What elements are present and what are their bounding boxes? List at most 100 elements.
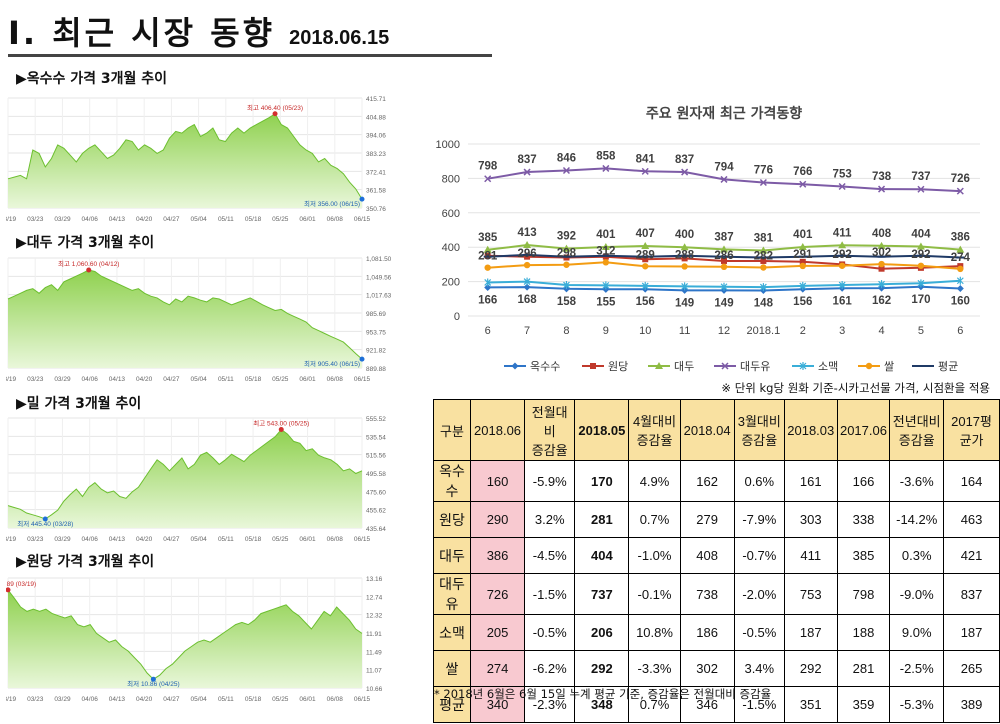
x-tick-label: 03/23 (27, 216, 44, 223)
data-label: 837 (517, 154, 536, 166)
data-point (680, 243, 689, 251)
x-tick-label: 06/08 (327, 536, 344, 543)
data-point (759, 283, 767, 292)
table-cell: 292 (783, 650, 838, 687)
y-tick-label: 372.41 (366, 169, 386, 176)
data-label: 798 (478, 161, 498, 173)
price-area (8, 270, 362, 368)
data-label: 794 (714, 161, 734, 173)
x-tick-label: 05/11 (218, 216, 234, 223)
x-tick-label: 5 (918, 325, 924, 337)
x-tick-label: 12 (718, 325, 730, 337)
y-tick-label: 555.52 (366, 416, 386, 423)
x-tick-label: 03/23 (27, 536, 44, 543)
data-point (917, 279, 925, 288)
table-cell: 166 (836, 460, 891, 502)
x-tick-label: 05/25 (272, 216, 289, 223)
x-tick-label: 05/11 (218, 376, 234, 383)
table-cell: 원당 (433, 501, 471, 538)
x-tick-label: 05/25 (272, 376, 289, 383)
table-cell: 0.7% (628, 686, 681, 723)
data-point (642, 256, 649, 263)
table-cell: -2.5% (889, 650, 945, 687)
data-point (563, 281, 570, 290)
table-header-cell: 4월대비 증감율 (628, 399, 681, 461)
price-table: 구분 2018.06 전월대비 증감율 2018.05 4월대비 증감율 2018.04 3월대… (433, 399, 1000, 723)
table-header-cell: 2018.05 (574, 399, 630, 461)
x-tick-label: 06/15 (354, 216, 371, 223)
table-cell: -3.6% (889, 460, 945, 502)
x-tick-label: 05/18 (245, 536, 262, 543)
low-marker (150, 676, 156, 682)
data-point (760, 257, 767, 264)
soybean-chart-label: ▶대두 가격 3개월 추이 (16, 235, 155, 251)
data-label: 286 (714, 250, 733, 262)
table-row: 대두유 726 -1.5% 737 -0.1% 738 -2.0% 753 798 -9.0% 83… (433, 573, 1000, 615)
table-cell: 0.7% (628, 501, 681, 538)
table-cell: 737 (574, 573, 630, 615)
x-tick-label: 04/27 (163, 536, 180, 543)
table-cell: 188 (836, 614, 891, 651)
x-tick-label: 3 (839, 325, 845, 337)
low-label: 최저 445.40 (03/28) (17, 519, 73, 528)
table-cell: 186 (679, 614, 735, 651)
price-area (8, 589, 362, 688)
price-area (8, 113, 362, 208)
data-point (720, 245, 728, 253)
data-label: 168 (517, 294, 537, 306)
data-point (562, 166, 570, 175)
table-cell: 소맥 (433, 614, 471, 651)
y-tick-label: 400 (442, 242, 460, 254)
y-tick-label: 361.58 (366, 188, 386, 195)
title-underline (8, 54, 492, 57)
table-cell: 726 (469, 573, 526, 615)
data-point (760, 264, 767, 271)
wheat-price-chart: 555.52 535.54 515.56 495.58 475.60 455.62 435.… (6, 412, 404, 546)
table-header-cell: 2018.04 (679, 399, 735, 461)
data-point (721, 257, 727, 264)
x-tick-label: 05/04 (190, 536, 207, 543)
table-cell: 408 (679, 537, 735, 574)
table-cell: 303 (783, 501, 838, 538)
commodity-price-trend-chart: 주요 원자재 최근 가격동향 0 200 400 600 800 1000 6 7 8 9 10 11 1… (434, 90, 994, 380)
table-cell: 798 (836, 573, 891, 615)
y-tick-label: 953.75 (366, 329, 386, 336)
data-point (681, 168, 689, 176)
legend-label: 쌀 (884, 360, 894, 373)
low-label: 최저 356.00 (06/15) (304, 199, 360, 208)
data-point (799, 262, 806, 270)
table-cell: 837 (943, 573, 1000, 615)
y-tick-label: 1,017.63 (366, 293, 392, 300)
data-point (642, 263, 649, 270)
low-label: 최저 905.40 (06/15) (304, 359, 360, 368)
price-line (7, 269, 363, 360)
data-point (720, 175, 728, 183)
y-tick-label: 404.88 (366, 114, 386, 121)
table-cell: 0.6% (733, 460, 785, 502)
x-tick-label: 06/08 (327, 216, 344, 223)
data-point (956, 284, 964, 292)
data-point (838, 182, 846, 191)
table-cell: 351 (783, 686, 838, 723)
table-cell: 421 (943, 537, 1000, 574)
data-point (877, 241, 886, 249)
data-label: 298 (557, 248, 577, 260)
mini-chart-svg: 1,081.50 1,049.56 1,017.63 985.69 953.75 921.… (6, 256, 392, 383)
y-tick-label: 985.69 (366, 311, 386, 318)
x-tick-label: 05/25 (272, 536, 289, 543)
table-cell: 463 (943, 501, 1000, 538)
table-cell: -0.5% (524, 614, 576, 651)
data-label: 408 (872, 228, 892, 240)
y-tick-label: 12.74 (366, 594, 383, 601)
x-tick-label: 03/19 (6, 376, 17, 383)
wheat-chart-label: ▶밀 가격 3개월 추이 (16, 396, 142, 412)
x-tick-label: 06/01 (299, 536, 316, 543)
high-label: 최고 406.40 (05/23) (247, 103, 303, 112)
table-header-cell: 전월대비 증감율 (524, 399, 576, 461)
high-label: 최고 543.00 (05/25) (253, 418, 309, 427)
x-tick-label: 04/13 (109, 376, 126, 383)
x-tick-label: 04/06 (82, 216, 99, 223)
low-marker (359, 356, 365, 362)
x-tick-label: 03/23 (27, 696, 44, 703)
table-cell: 9.0% (889, 614, 945, 651)
